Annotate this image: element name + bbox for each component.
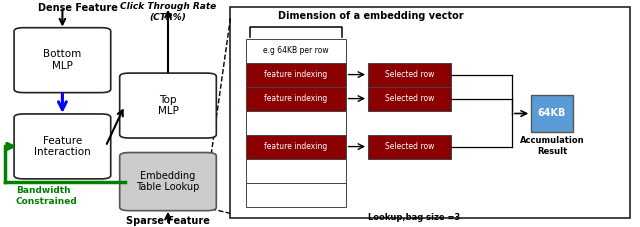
Bar	[246, 183, 346, 207]
FancyBboxPatch shape	[120, 153, 216, 211]
Bar	[246, 86, 346, 111]
Text: feature indexing: feature indexing	[264, 70, 328, 79]
Text: Bottom
MLP: Bottom MLP	[44, 49, 81, 71]
Text: Selected row: Selected row	[385, 142, 435, 151]
Text: Dimension of a embedding vector: Dimension of a embedding vector	[278, 11, 463, 21]
Text: Selected row: Selected row	[385, 70, 435, 79]
Bar	[246, 111, 346, 135]
Text: Click Through Rate
(CTR%): Click Through Rate (CTR%)	[120, 2, 216, 22]
Text: feature indexing: feature indexing	[264, 94, 328, 103]
Text: feature indexing: feature indexing	[264, 142, 328, 151]
Text: Bandwidth
Constrained: Bandwidth Constrained	[16, 186, 77, 205]
Text: 64KB: 64KB	[538, 109, 566, 118]
FancyBboxPatch shape	[14, 114, 111, 179]
Text: Dense Feature: Dense Feature	[38, 3, 118, 13]
Text: Top
MLP: Top MLP	[157, 95, 179, 116]
FancyBboxPatch shape	[120, 73, 216, 138]
Bar	[368, 86, 451, 111]
FancyBboxPatch shape	[14, 28, 111, 93]
Text: e.g 64KB per row: e.g 64KB per row	[263, 46, 329, 55]
Bar	[246, 135, 346, 159]
Text: Selected row: Selected row	[385, 94, 435, 103]
Text: Accumulation
Result: Accumulation Result	[520, 136, 584, 155]
Bar	[368, 63, 451, 86]
Bar	[368, 135, 451, 159]
Bar	[246, 63, 346, 86]
Bar	[246, 39, 346, 63]
Bar	[230, 7, 630, 218]
Text: Sparse Feature: Sparse Feature	[126, 216, 210, 226]
Text: Feature
Interaction: Feature Interaction	[34, 136, 91, 157]
Bar	[246, 159, 346, 183]
Text: Embedding
Table Lookup: Embedding Table Lookup	[136, 171, 200, 192]
Text: Lookup,bag size =3: Lookup,bag size =3	[368, 213, 460, 222]
Bar	[531, 95, 573, 132]
